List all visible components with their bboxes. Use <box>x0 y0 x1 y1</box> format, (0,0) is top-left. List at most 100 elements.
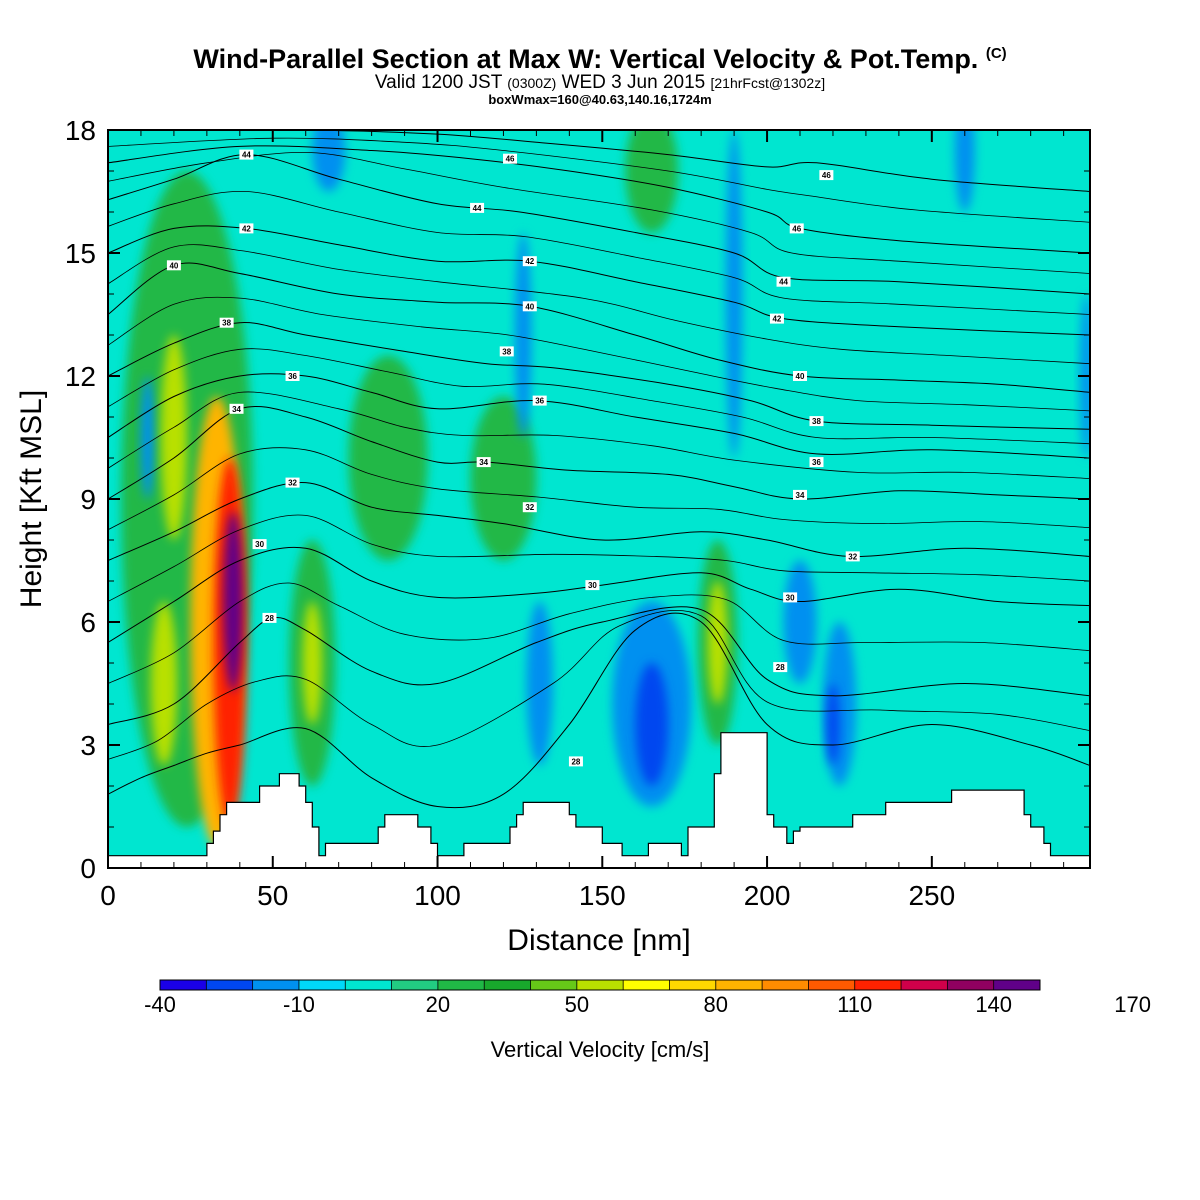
contour-label-16: 34 <box>229 403 244 414</box>
theta-contour-30-2 <box>108 546 1090 643</box>
x-tick-label-4: 200 <box>744 880 791 911</box>
contour-label-text: 38 <box>222 319 231 328</box>
velocity-cell-12 <box>312 130 346 192</box>
contour-label-bg <box>166 260 181 271</box>
contour-label-bg <box>252 539 267 550</box>
contour-label-text: 34 <box>796 491 805 500</box>
contour-label-text: 32 <box>525 503 534 512</box>
contour-label-text: 46 <box>792 224 801 233</box>
contour-label-8: 44 <box>776 276 791 287</box>
contour-label-text: 30 <box>588 581 597 590</box>
contour-label-4: 46 <box>789 223 804 234</box>
contour-label-bg <box>239 223 254 234</box>
colorbar-swatch-15 <box>854 980 902 990</box>
contour-label-bg <box>809 416 824 427</box>
contour-label-5: 42 <box>239 223 254 234</box>
colorbar-swatch-10 <box>623 980 670 990</box>
y-tick-label-2: 6 <box>80 607 96 638</box>
y-tick-label-4: 12 <box>65 361 96 392</box>
contour-label-24: 32 <box>845 551 860 562</box>
contour-label-text: 32 <box>288 479 297 488</box>
contour-label-text: 34 <box>232 405 241 414</box>
colorbar-swatch-16 <box>901 980 948 990</box>
x-tick-label-3: 150 <box>579 880 626 911</box>
velocity-cell-20 <box>302 601 323 725</box>
theta-contour-minor-5 <box>108 348 1090 445</box>
theta-contour-28-1 <box>108 606 1090 725</box>
colorbar-swatch-9 <box>576 980 624 990</box>
colorbar: -40 -10 20 50 80 110 140 170 <box>144 979 1151 1017</box>
theta-contour-46-10 <box>108 145 1090 254</box>
colorbar-swatch-18 <box>993 980 1041 990</box>
contour-label-text: 44 <box>242 151 251 160</box>
contour-label-bg <box>793 489 808 500</box>
x-axis-label: Distance [nm] <box>507 924 690 957</box>
contour-label-bg <box>769 313 784 324</box>
x-tick-label-5: 250 <box>908 880 955 911</box>
contour-label-18: 34 <box>476 457 491 468</box>
contour-label-10: 38 <box>219 317 234 328</box>
y-axis-label: Height [Kft MSL] <box>15 390 48 608</box>
contour-label-text: 36 <box>535 397 544 406</box>
contour-label-text: 46 <box>822 171 831 180</box>
colorbar-tick-label-1: -10 <box>283 992 315 1017</box>
contour-label-28: 28 <box>773 662 788 673</box>
colorbar-swatch-8 <box>530 980 578 990</box>
theta-contour-32-3 <box>108 482 1090 561</box>
contour-label-15: 36 <box>532 395 547 406</box>
contour-label-13: 36 <box>285 371 300 381</box>
contour-label-bg <box>776 276 791 287</box>
contour-label-22: 32 <box>522 502 537 513</box>
contour-label-text: 28 <box>776 663 785 672</box>
theta-contour-38-6 <box>108 322 1090 430</box>
subtitle-valid: Valid 1200 JST <box>374 72 502 93</box>
colorbar-swatch-4 <box>345 980 393 990</box>
velocity-cell-4 <box>625 130 679 233</box>
contour-label-text: 40 <box>796 372 805 381</box>
x-tick-label-0: 0 <box>100 880 116 911</box>
copyright-mark: (C) <box>985 45 1007 62</box>
colorbar-swatch-1 <box>206 980 254 990</box>
contour-label-bg <box>585 580 600 591</box>
contour-label-17: 38 <box>809 416 824 427</box>
y-tick-label-0: 0 <box>80 853 96 884</box>
plot-area: 44 46 46 44 46 42 40 42 44 40 38 42 38 36 40 36 34 38 34 36… <box>108 130 1090 868</box>
contour-label-text: 44 <box>473 204 482 213</box>
theta-contour-28-0 <box>108 612 1090 809</box>
chart-subtitle: Valid 1200 JST (0300Z) WED 3 Jun 2015 [2… <box>0 73 1200 93</box>
colorbar-swatch-7 <box>484 980 532 990</box>
contour-label-26: 30 <box>783 592 798 603</box>
contour-labels: 44 46 46 44 46 42 40 42 44 40 38 42 38 36 40 36 34 38 34 36… <box>166 149 860 767</box>
contour-label-bg <box>229 403 244 414</box>
contour-label-text: 36 <box>812 458 821 467</box>
contour-label-bg <box>793 371 808 381</box>
colorbar-swatch-12 <box>715 980 763 990</box>
theta-contour-minor-8 <box>108 190 1090 315</box>
vertical-velocity-field <box>121 130 1090 848</box>
colorbar-swatch-13 <box>762 980 809 990</box>
theta-contour-minor-10 <box>108 137 1090 223</box>
theta-contour-minor-9 <box>108 152 1090 274</box>
contour-label-text: 30 <box>786 593 795 602</box>
velocity-cell-9 <box>725 130 743 458</box>
y-tick-label-1: 3 <box>80 730 96 761</box>
contour-label-25: 30 <box>585 580 600 591</box>
y-tick-label-3: 9 <box>80 484 96 515</box>
colorbar-tick-label-6: 140 <box>975 992 1012 1017</box>
colorbar-tick-label-3: 50 <box>565 992 589 1017</box>
contour-label-bg <box>532 395 547 406</box>
velocity-cell-8 <box>783 560 817 684</box>
colorbar-swatch-14 <box>808 980 856 990</box>
subtitle-forecast: [21hrFcst@1302z] <box>710 75 826 91</box>
chart-title: Wind-Parallel Section at Max W: Vertical… <box>0 44 1200 75</box>
colorbar-swatch-11 <box>669 980 717 990</box>
subtitle-date: WED 3 Jun 2015 <box>561 72 706 93</box>
velocity-cell-2 <box>348 355 428 561</box>
contour-label-bg <box>476 457 491 468</box>
theta-contour-40-7 <box>108 262 1090 393</box>
contour-label-20: 32 <box>285 477 300 488</box>
theta-contour-minor-2 <box>108 514 1090 602</box>
contour-label-text: 36 <box>288 372 297 381</box>
velocity-cell-11 <box>526 601 553 766</box>
